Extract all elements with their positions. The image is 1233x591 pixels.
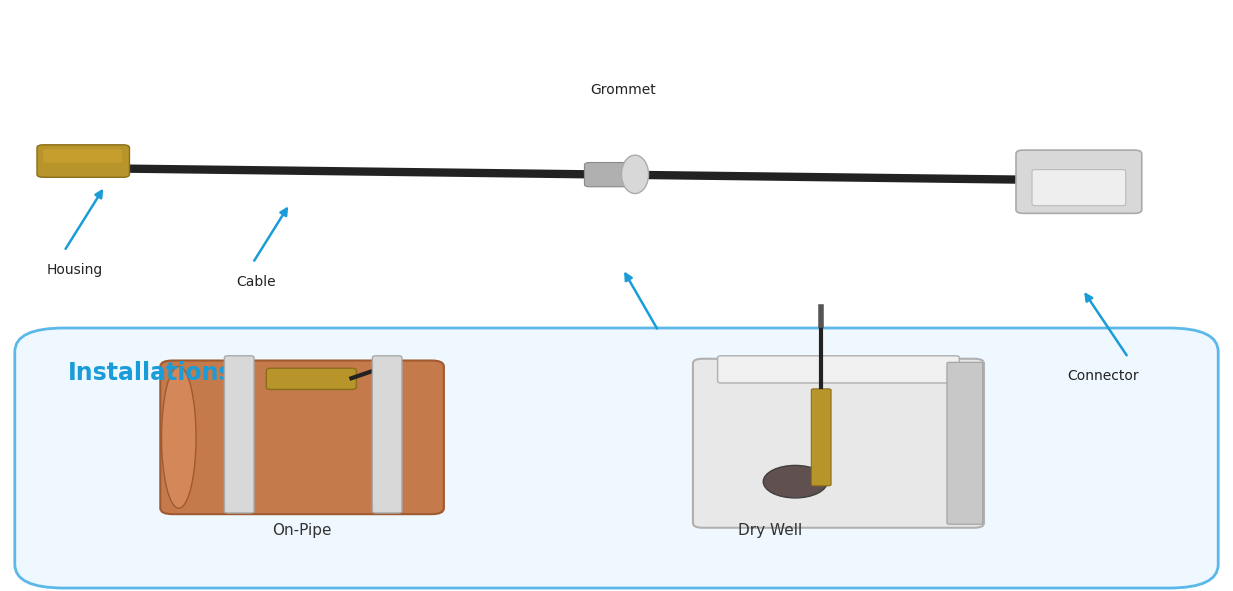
- FancyBboxPatch shape: [266, 368, 356, 389]
- FancyBboxPatch shape: [224, 356, 254, 513]
- FancyBboxPatch shape: [718, 356, 959, 383]
- FancyBboxPatch shape: [160, 361, 444, 514]
- Text: Grommet: Grommet: [589, 83, 656, 97]
- Ellipse shape: [162, 366, 196, 508]
- FancyBboxPatch shape: [37, 145, 129, 177]
- Text: Connector: Connector: [1068, 369, 1139, 384]
- Text: Cable: Cable: [237, 275, 276, 289]
- Ellipse shape: [621, 155, 649, 194]
- FancyBboxPatch shape: [15, 328, 1218, 588]
- FancyBboxPatch shape: [1032, 170, 1126, 206]
- FancyBboxPatch shape: [372, 356, 402, 513]
- FancyBboxPatch shape: [43, 150, 122, 163]
- FancyBboxPatch shape: [947, 362, 983, 524]
- Text: Housing: Housing: [47, 263, 104, 277]
- FancyBboxPatch shape: [1016, 150, 1142, 213]
- FancyBboxPatch shape: [811, 389, 831, 486]
- FancyBboxPatch shape: [584, 163, 641, 187]
- Text: On-Pipe: On-Pipe: [272, 523, 332, 538]
- Text: Dry Well: Dry Well: [739, 523, 803, 538]
- Text: Installations:: Installations:: [68, 361, 243, 385]
- Ellipse shape: [763, 466, 827, 498]
- FancyBboxPatch shape: [693, 359, 984, 528]
